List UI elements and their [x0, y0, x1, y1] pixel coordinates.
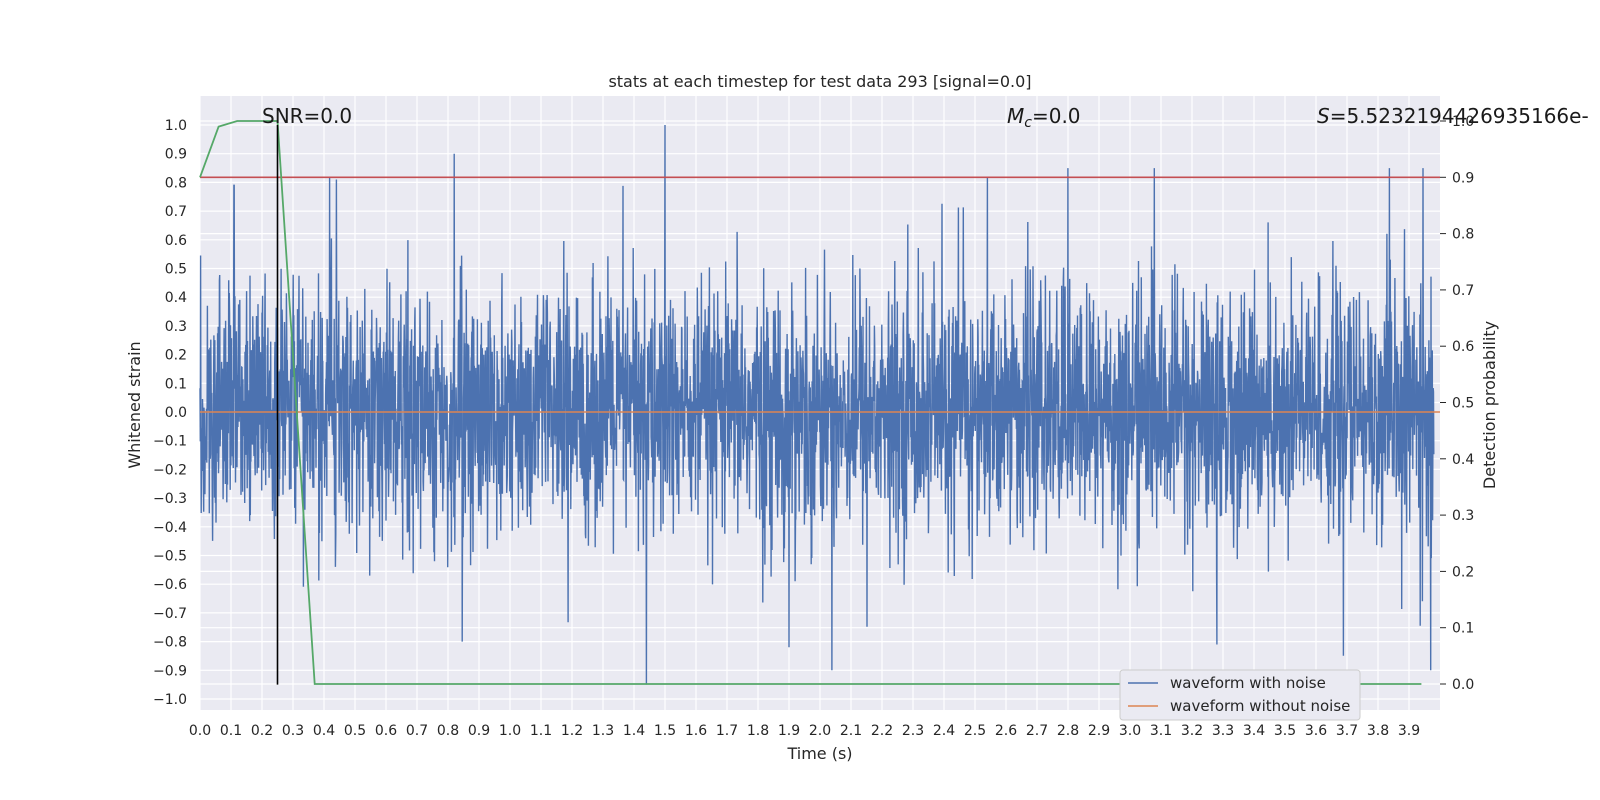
- x-tick-label: 1.1: [530, 723, 552, 739]
- x-tick-label: 2.1: [840, 723, 862, 739]
- series-lines: [199, 120, 1440, 685]
- x-tick-label: 3.4: [1243, 723, 1265, 739]
- x-tick-label: 1.9: [778, 723, 800, 739]
- x-tick-label: 2.3: [902, 723, 924, 739]
- y-tick-label: 0.7: [165, 204, 187, 220]
- mc-value: =0.0: [1032, 104, 1081, 128]
- s-symbol: S: [1317, 104, 1330, 128]
- x-tick-label: 3.9: [1398, 723, 1420, 739]
- x-tick-label: 1.2: [561, 723, 583, 739]
- x-tick-label: 0.1: [220, 723, 242, 739]
- legend-label-clean: waveform without noise: [1170, 697, 1350, 715]
- x-tick-label: 0.6: [375, 723, 397, 739]
- y2-tick-label: 0.8: [1452, 227, 1474, 243]
- y-tick-label: 0.4: [165, 290, 187, 306]
- x-tick-label: 2.5: [964, 723, 986, 739]
- y-tick-label: 0.6: [165, 233, 187, 249]
- x-tick-label: 1.5: [654, 723, 676, 739]
- y2-tick-label: 1.0: [1452, 114, 1474, 130]
- y-tick-label: 0.9: [165, 147, 187, 163]
- snr-annotation: SNR=0.0: [262, 104, 352, 128]
- y-tick-label: −0.8: [153, 635, 187, 651]
- y2-tick-label: 0.4: [1452, 452, 1474, 468]
- y2-ticks: 1.0 0.9 0.8 0.7 0.6 0.5 0.4 0.3 0.2 0.1 0.0: [1440, 114, 1474, 693]
- s-value: =5.5232194426935166e-: [1330, 104, 1589, 128]
- y-tick-label: −0.5: [153, 549, 187, 565]
- series-waveform-with-noise: [199, 124, 1435, 685]
- x-tick-label: 2.2: [871, 723, 893, 739]
- y-ticks: 1.0 0.9 0.8 0.7 0.6 0.5 0.4 0.3 0.2 0.1 0.0 −0.1 −0.…: [153, 118, 187, 708]
- x-tick-label: 3.3: [1212, 723, 1234, 739]
- x-tick-label: 3.5: [1274, 723, 1296, 739]
- x-tick-label: 2.4: [933, 723, 955, 739]
- y-tick-label: 0.3: [165, 319, 187, 335]
- x-tick-label: 1.6: [685, 723, 707, 739]
- mc-annotation: Mc=0.0: [1007, 104, 1081, 131]
- y-tick-label: 0.1: [165, 376, 187, 392]
- legend-box: [1119, 669, 1361, 721]
- x-ticks: 0.0 0.1 0.2 0.3 0.4 0.5 0.6 0.7 0.8 0.9 1.0 1.1 1.2 1…: [189, 723, 1420, 739]
- x-tick-label: 0.9: [468, 723, 490, 739]
- x-tick-label: 0.3: [282, 723, 304, 739]
- legend-label-noise: waveform with noise: [1170, 674, 1326, 692]
- y-tick-label: −0.1: [153, 434, 187, 450]
- y-tick-label: −0.3: [153, 491, 187, 507]
- x-tick-label: 3.7: [1336, 723, 1358, 739]
- x-tick-label: 3.1: [1150, 723, 1172, 739]
- y2-tick-label: 0.2: [1452, 564, 1474, 580]
- y-tick-label: −0.9: [153, 663, 187, 679]
- x-tick-label: 0.4: [313, 723, 335, 739]
- y2-tick-label: 0.5: [1452, 396, 1474, 412]
- x-tick-label: 0.5: [344, 723, 366, 739]
- s-annotation: S=5.5232194426935166e-: [1317, 104, 1589, 128]
- x-tick-label: 1.4: [623, 723, 645, 739]
- y2-tick-label: 0.3: [1452, 508, 1474, 524]
- y-tick-label: −0.4: [153, 520, 187, 536]
- y2-tick-label: 0.7: [1452, 283, 1474, 299]
- y-tick-label: −1.0: [153, 692, 187, 708]
- x-tick-label: 1.3: [592, 723, 614, 739]
- chart-title: stats at each timestep for test data 293…: [608, 72, 1031, 91]
- x-tick-label: 2.0: [809, 723, 831, 739]
- y-tick-label: 0.0: [165, 405, 187, 421]
- y-tick-label: 0.5: [165, 262, 187, 278]
- y2-tick-label: 0.0: [1452, 677, 1474, 693]
- y-axis-label: Whitened strain: [125, 341, 144, 468]
- y2-axis-label: Detection probability: [1480, 321, 1499, 489]
- x-tick-label: 2.6: [995, 723, 1017, 739]
- y-tick-label: 0.8: [165, 175, 187, 191]
- y2-tick-label: 0.6: [1452, 339, 1474, 355]
- y-tick-label: 1.0: [165, 118, 187, 134]
- x-tick-label: 2.9: [1088, 723, 1110, 739]
- y-tick-label: 0.2: [165, 348, 187, 364]
- x-tick-label: 0.8: [437, 723, 459, 739]
- noise-waveform-line: [199, 124, 1435, 685]
- x-tick-label: 3.6: [1305, 723, 1327, 739]
- x-tick-label: 3.2: [1181, 723, 1203, 739]
- x-axis-label: Time (s): [786, 744, 852, 763]
- y2-tick-label: 0.9: [1452, 170, 1474, 186]
- legend: waveform with noise waveform without noi…: [1119, 669, 1361, 721]
- x-tick-label: 0.2: [251, 723, 273, 739]
- x-tick-label: 3.0: [1119, 723, 1141, 739]
- y2-tick-label: 0.1: [1452, 621, 1474, 637]
- x-tick-label: 2.7: [1026, 723, 1048, 739]
- x-tick-label: 1.8: [747, 723, 769, 739]
- x-tick-label: 0.0: [189, 723, 211, 739]
- mc-subscript: c: [1024, 115, 1032, 131]
- y-tick-label: −0.2: [153, 462, 187, 478]
- mc-symbol: M: [1007, 104, 1024, 128]
- x-tick-label: 3.8: [1367, 723, 1389, 739]
- detection-probability-line: [199, 120, 1422, 685]
- x-tick-label: 2.8: [1057, 723, 1079, 739]
- y-tick-label: −0.7: [153, 606, 187, 622]
- x-tick-label: 1.7: [716, 723, 738, 739]
- x-tick-label: 1.0: [499, 723, 521, 739]
- y-tick-label: −0.6: [153, 577, 187, 593]
- x-tick-label: 0.7: [406, 723, 428, 739]
